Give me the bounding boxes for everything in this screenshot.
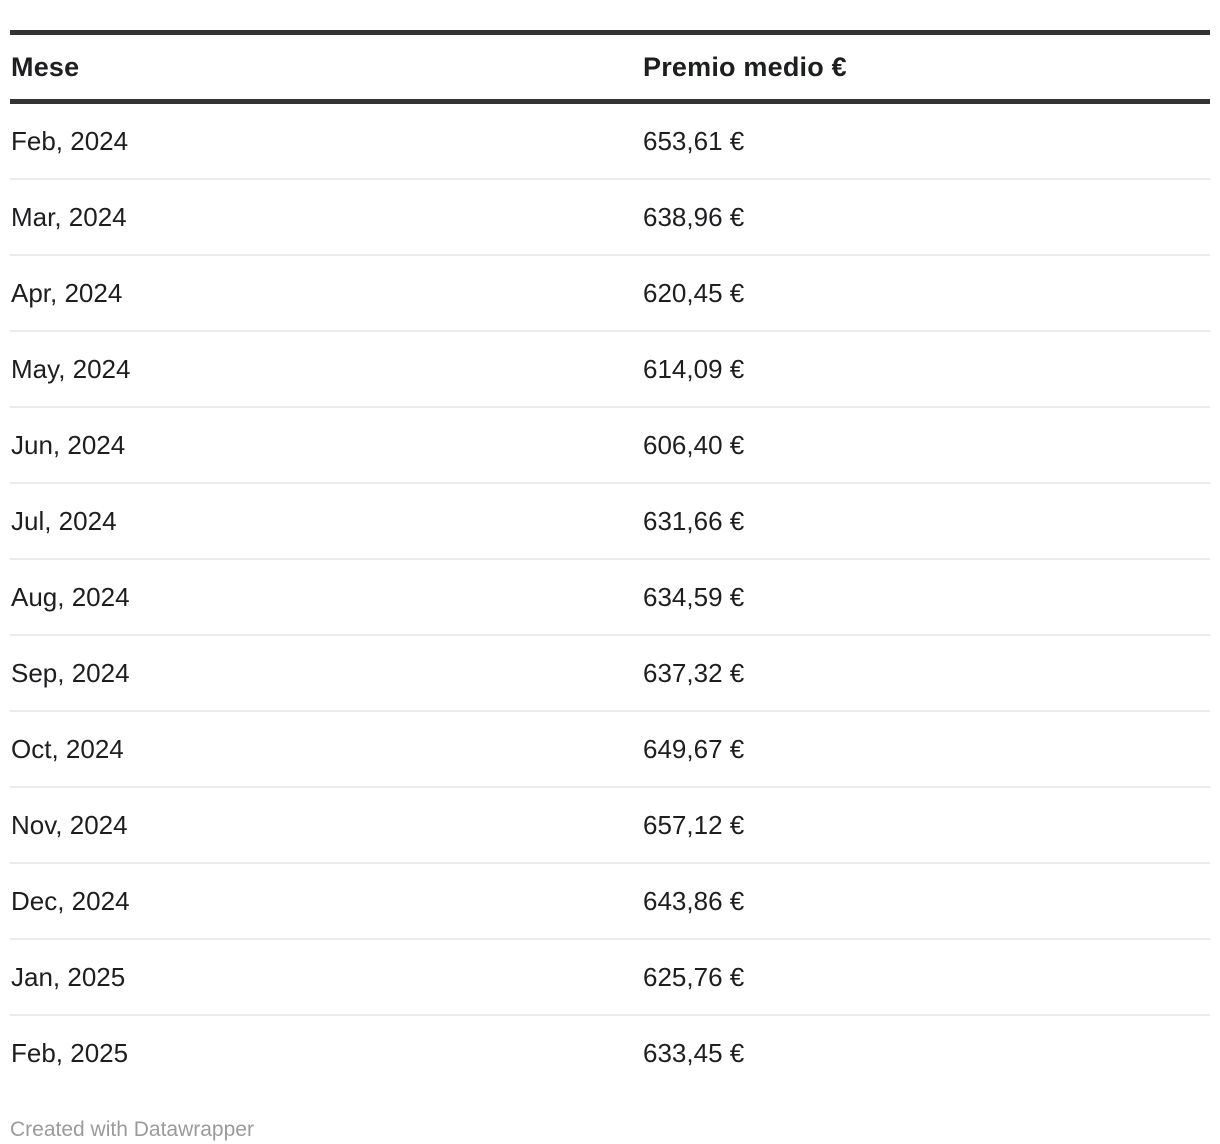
table-row: Aug, 2024 634,59 € <box>10 560 1210 636</box>
premium-value-cell: 649,67 € <box>643 733 745 764</box>
table-row: Jul, 2024 631,66 € <box>10 484 1210 560</box>
premium-value-cell: 631,66 € <box>643 505 745 536</box>
month-cell: Feb, 2024 <box>11 125 129 156</box>
premium-value-cell: 620,45 € <box>643 277 745 308</box>
table-row: Mar, 2024 638,96 € <box>10 180 1210 256</box>
premium-value-cell: 657,12 € <box>643 809 745 840</box>
table-row: Nov, 2024 657,12 € <box>10 788 1210 864</box>
month-cell: Apr, 2024 <box>11 277 123 308</box>
premium-value-cell: 638,96 € <box>643 201 745 232</box>
table-row: May, 2024 614,09 € <box>10 332 1210 408</box>
premium-table: Mese Premio medio € Feb, 2024 653,61 € Mar… <box>10 30 1210 1090</box>
month-cell: Sep, 2024 <box>11 657 130 688</box>
table-row: Dec, 2024 643,86 € <box>10 864 1210 940</box>
month-cell: Jul, 2024 <box>11 505 117 536</box>
month-cell: Dec, 2024 <box>11 885 130 916</box>
column-header-mese: Mese <box>11 51 80 82</box>
datawrapper-attribution-link[interactable]: Created with Datawrapper <box>10 1118 254 1141</box>
premium-value-cell: 614,09 € <box>643 353 745 384</box>
table-header-row: Mese Premio medio € <box>10 30 1210 104</box>
table-row: Oct, 2024 649,67 € <box>10 712 1210 788</box>
premium-value-cell: 643,86 € <box>643 885 745 916</box>
table-row: Feb, 2024 653,61 € <box>10 104 1210 180</box>
month-cell: Jan, 2025 <box>11 961 126 992</box>
table-footer: Created with Datawrapper <box>10 1118 1210 1142</box>
premium-value-cell: 637,32 € <box>643 657 745 688</box>
month-cell: Mar, 2024 <box>11 201 127 232</box>
table-row: Feb, 2025 633,45 € <box>10 1016 1210 1090</box>
month-cell: Feb, 2025 <box>11 1037 129 1068</box>
month-cell: Nov, 2024 <box>11 809 128 840</box>
month-cell: Aug, 2024 <box>11 581 130 612</box>
column-header-premio-medio: Premio medio € <box>643 51 847 82</box>
month-cell: Jun, 2024 <box>11 429 126 460</box>
month-cell: Oct, 2024 <box>11 733 124 764</box>
premium-value-cell: 633,45 € <box>643 1037 745 1068</box>
table-row: Apr, 2024 620,45 € <box>10 256 1210 332</box>
table-row: Jan, 2025 625,76 € <box>10 940 1210 1016</box>
premium-value-cell: 606,40 € <box>643 429 745 460</box>
premium-value-cell: 625,76 € <box>643 961 745 992</box>
table-body: Feb, 2024 653,61 € Mar, 2024 638,96 € Apr, 2… <box>10 104 1210 1090</box>
month-cell: May, 2024 <box>11 353 131 384</box>
table-row: Jun, 2024 606,40 € <box>10 408 1210 484</box>
premium-value-cell: 653,61 € <box>643 125 745 156</box>
premium-value-cell: 634,59 € <box>643 581 745 612</box>
table-row: Sep, 2024 637,32 € <box>10 636 1210 712</box>
